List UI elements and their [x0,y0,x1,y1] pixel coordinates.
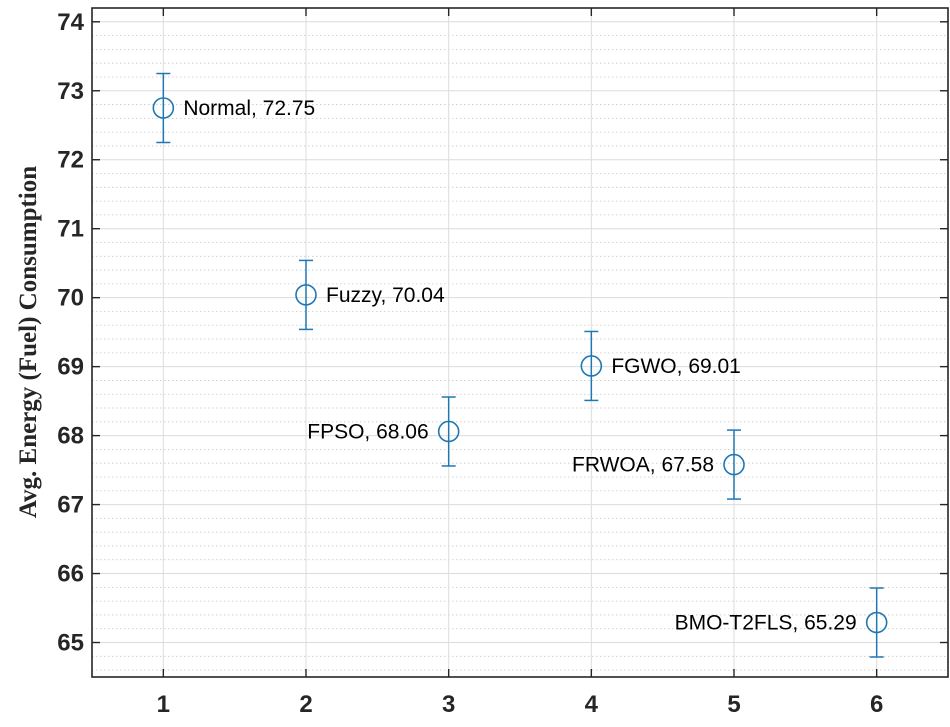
y-axis: 65 66 67 68 69 70 71 72 73 74 [57,9,948,657]
y-tick-label: 70 [57,285,84,312]
y-tick-label: 73 [57,78,84,105]
y-axis-title: Avg. Energy (Fuel) Consumption [15,166,42,518]
error-bars [156,72,884,658]
x-tick-label: 1 [157,691,170,718]
data-point [723,453,745,476]
data-label: FPSO, 68.06 [307,420,428,443]
x-tick-label: 3 [442,691,455,718]
data-label: BMO-T2FLS, 65.29 [675,612,857,635]
minor-grid [92,7,948,671]
y-tick-label: 65 [57,630,84,657]
x-tick-label: 6 [870,691,883,718]
data-point [295,284,317,306]
y-tick-label: 72 [57,147,84,174]
y-tick-label: 74 [57,9,84,36]
y-tick-label: 67 [57,492,84,519]
data-labels: Normal, 72.75 Fuzzy, 70.04 FPSO, 68.06 FGWO… [183,97,856,635]
y-tick-label: 71 [57,216,84,243]
data-point [580,355,603,377]
data-point [865,611,888,634]
y-tick-label: 68 [57,423,84,450]
x-tick-label: 2 [299,691,312,718]
y-tick-label: 69 [57,354,84,381]
x-tick-label: 4 [585,691,599,718]
data-label: Fuzzy, 70.04 [326,284,445,307]
data-point [152,97,175,119]
data-label: FGWO, 69.01 [611,355,741,378]
major-grid [92,8,948,677]
data-markers [152,97,888,634]
x-axis: 1 2 3 4 5 6 [157,8,883,718]
data-point [437,420,460,443]
y-tick-label: 66 [57,561,84,588]
data-label: FRWOA, 67.58 [572,454,714,477]
x-tick-label: 5 [727,691,740,718]
data-label: Normal, 72.75 [183,97,315,120]
plot-area [91,7,949,678]
